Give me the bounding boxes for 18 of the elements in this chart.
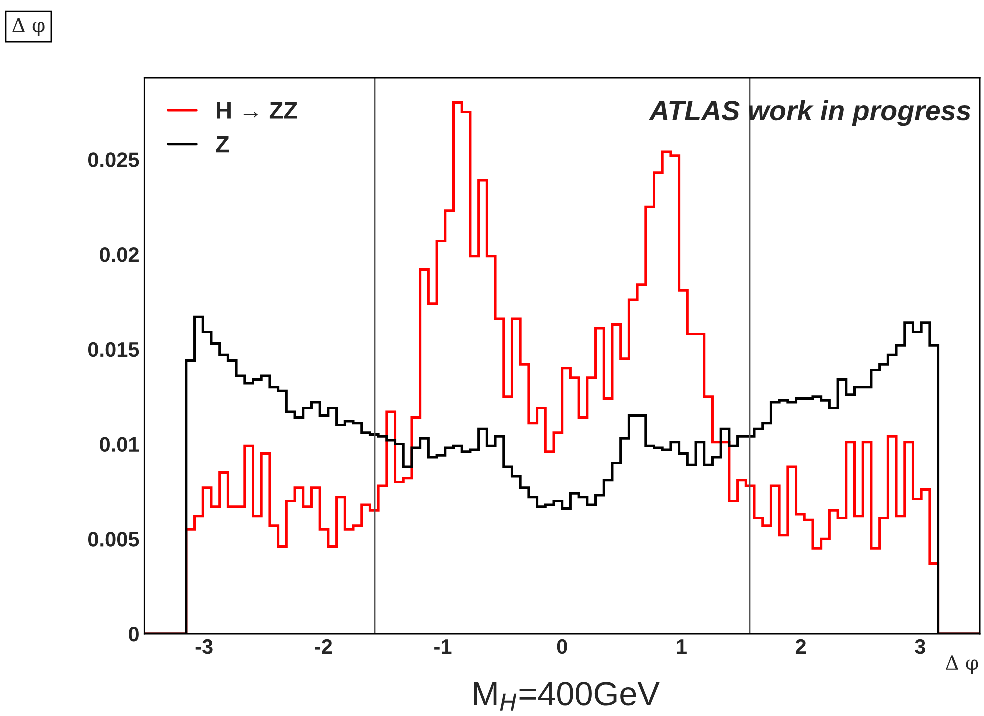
legend-label: Z <box>216 136 230 153</box>
x-tick-label: -1 <box>434 640 452 654</box>
chart-title: Δ φ <box>12 18 45 36</box>
y-tick-label: 0.005 <box>88 532 140 547</box>
x-tick-label: -2 <box>315 639 332 654</box>
y-tick-label: 0.02 <box>100 248 139 262</box>
x-tick-label: -3 <box>196 639 213 654</box>
y-tick-label: 0.025 <box>88 152 140 168</box>
x-tick-label: 2 <box>796 639 806 654</box>
x-tick-label: 0 <box>557 639 568 654</box>
x-axis-title: Δ φ <box>946 656 978 674</box>
x-tick-label: 3 <box>915 639 926 654</box>
y-tick-label: 0.01 <box>100 437 140 452</box>
x-tick-label: 1 <box>677 640 687 654</box>
y-tick-label: 0.015 <box>88 342 140 358</box>
text: M$_{H}$=400GeV <box>474 682 660 711</box>
y-tick-label: 0 <box>129 627 139 642</box>
legend-label: H → ZZ <box>217 102 298 119</box>
